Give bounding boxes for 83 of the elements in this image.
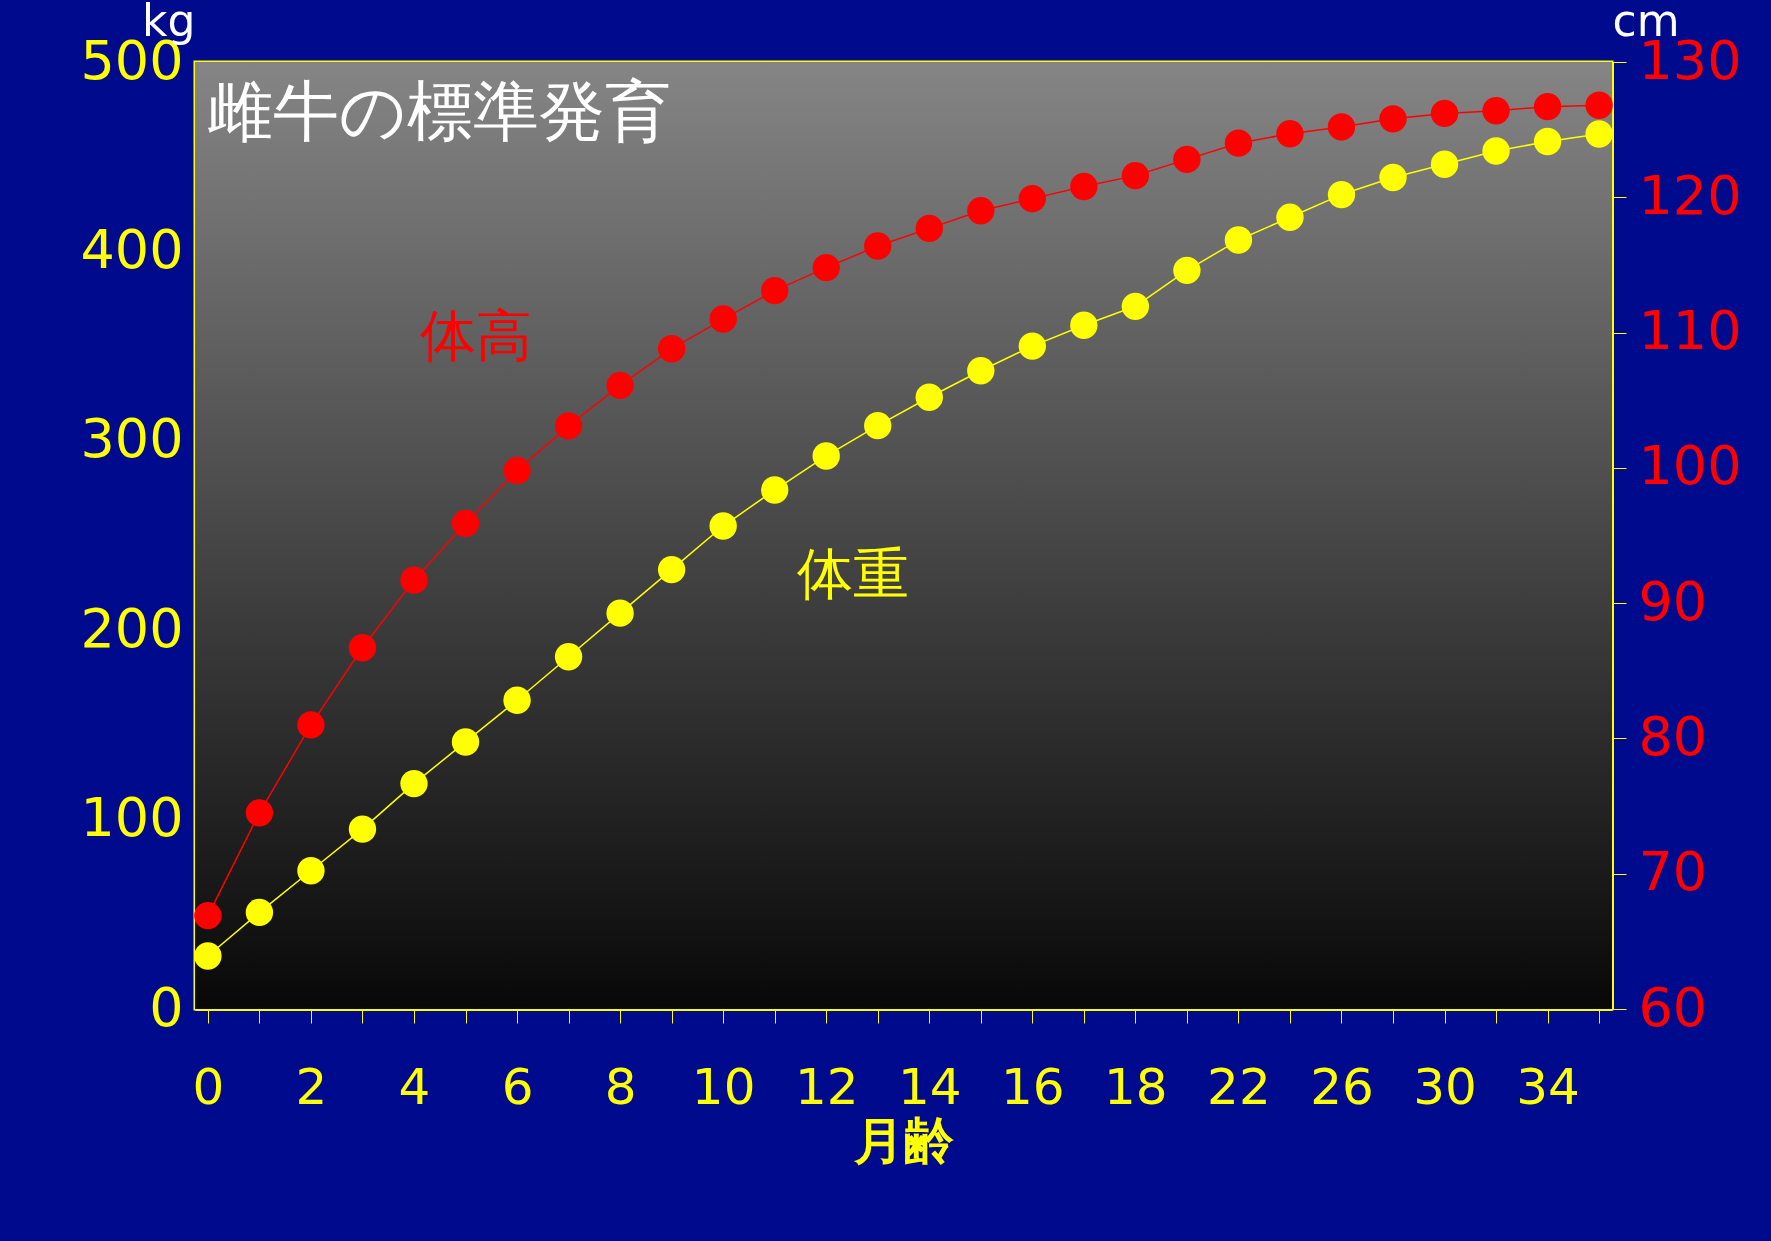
point [1224,129,1253,157]
y-tick-label: 400 [80,217,184,281]
x-tick-label: 16 [1001,1057,1065,1116]
y2-tick-label: 60 [1638,975,1708,1039]
point [1173,256,1201,285]
point [503,686,531,714]
point [348,815,377,843]
point [1482,97,1510,125]
point [915,214,943,243]
point [245,898,274,927]
point [1379,105,1407,133]
point [812,253,840,282]
x-tick-label: 26 [1310,1057,1374,1116]
point [657,335,686,363]
series-label: 体高 [419,303,532,369]
point [451,728,480,756]
point [760,276,789,305]
point [451,509,480,537]
series-label: 体重 [796,540,909,606]
point [297,857,325,885]
point [1327,180,1356,209]
point [1121,161,1150,190]
y2-tick-label: 90 [1638,569,1708,633]
point [1585,91,1613,119]
y2-tick-label: 80 [1638,704,1708,768]
point [400,566,428,594]
x-tick-label: 8 [604,1057,637,1116]
point [915,383,943,411]
y2-tick-label: 100 [1638,434,1742,498]
point [606,599,634,627]
y-tick-label: 200 [80,596,184,660]
y2-tick-label: 120 [1638,163,1742,227]
point [864,411,892,440]
x-tick-label: 6 [501,1057,534,1116]
point [554,643,583,671]
point [1585,120,1613,148]
point [554,412,583,440]
point [1533,127,1562,156]
x-tick-label: 4 [398,1057,431,1116]
y-tick-label: 100 [80,786,184,850]
x-tick-label: 0 [192,1057,225,1116]
point [1379,163,1407,192]
point [812,442,840,470]
point [1018,332,1047,360]
point [709,512,737,540]
point [864,232,892,260]
y-tick-label: 0 [149,975,184,1039]
point [503,456,531,485]
point [348,634,377,662]
x-tick-label: 30 [1413,1057,1477,1116]
point [1276,120,1304,148]
x-tick-label: 2 [295,1057,328,1116]
point [1173,145,1201,174]
y-tick-label: 300 [80,407,184,471]
point [245,799,274,827]
point [1430,150,1459,178]
point [1018,184,1047,213]
point [1276,203,1304,231]
point [400,769,428,798]
point [1121,292,1150,320]
y2-tick-label: 110 [1638,299,1742,363]
x-tick-label: 10 [691,1057,756,1116]
point [297,711,325,739]
x-tick-label: 18 [1104,1057,1168,1116]
x-tick-label: 22 [1207,1057,1271,1116]
point [1482,137,1510,165]
point [709,305,737,333]
chart-title: 雌牛の標準発育 [207,73,671,150]
point [194,942,222,970]
point [1070,172,1098,201]
point [657,555,686,584]
point [1327,113,1356,141]
point [760,476,789,504]
point [1533,92,1562,121]
y2-tick-label: 70 [1638,840,1708,904]
point [1430,99,1459,128]
point [1070,311,1098,339]
point [967,357,995,385]
x-tick-label: 34 [1516,1057,1580,1116]
point [967,197,995,225]
point [606,371,634,399]
point [194,901,222,930]
point [1224,226,1253,254]
